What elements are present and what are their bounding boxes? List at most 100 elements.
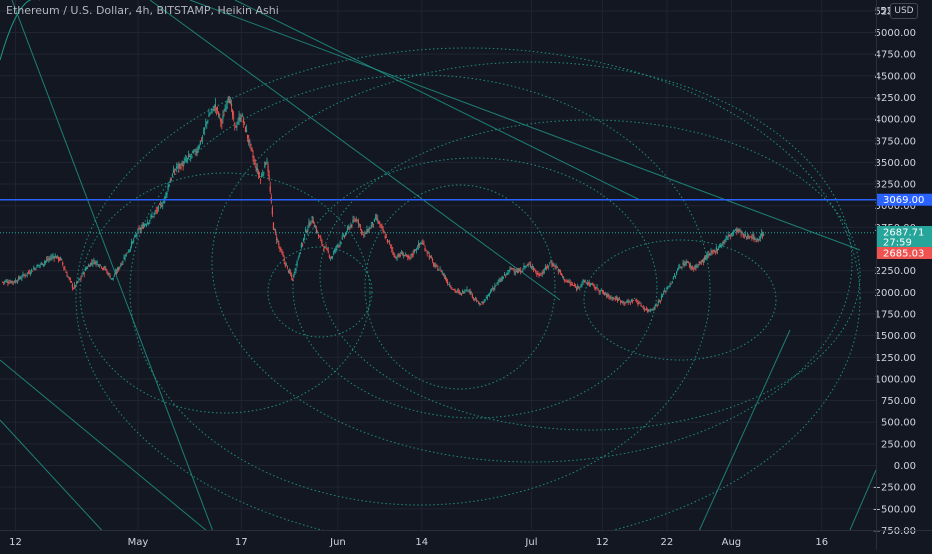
candle-body[interactable]: [235, 125, 237, 128]
candle-body[interactable]: [140, 227, 142, 230]
candle-body[interactable]: [533, 267, 535, 270]
candle-body[interactable]: [212, 106, 214, 108]
candle-body[interactable]: [451, 288, 453, 290]
candle-body[interactable]: [338, 245, 340, 247]
candle-body[interactable]: [218, 112, 220, 116]
candle-body[interactable]: [256, 168, 258, 171]
candle-body[interactable]: [126, 252, 128, 254]
candle-body[interactable]: [524, 266, 526, 267]
candle-body[interactable]: [337, 244, 339, 246]
candle-body[interactable]: [353, 219, 355, 221]
candle-body[interactable]: [660, 295, 663, 299]
candle-body[interactable]: [535, 270, 537, 272]
candle-body[interactable]: [549, 262, 551, 264]
candle-body[interactable]: [137, 229, 139, 233]
candle-body[interactable]: [509, 268, 511, 270]
candle-body[interactable]: [244, 126, 247, 132]
candle-body[interactable]: [164, 196, 166, 200]
candle-body[interactable]: [258, 176, 261, 178]
candle-body[interactable]: [46, 259, 48, 261]
candle-body[interactable]: [125, 253, 127, 257]
candle-body[interactable]: [759, 237, 762, 239]
candle-body[interactable]: [439, 268, 441, 270]
candle-body[interactable]: [11, 281, 13, 283]
candle-body[interactable]: [4, 281, 6, 283]
candle-body[interactable]: [562, 275, 564, 277]
candle-body[interactable]: [90, 262, 92, 266]
candle-body[interactable]: [1, 281, 4, 283]
candle-body[interactable]: [433, 263, 435, 266]
candle-body[interactable]: [94, 262, 96, 265]
candle-body[interactable]: [588, 284, 591, 286]
candle-body[interactable]: [453, 289, 455, 290]
candle-body[interactable]: [696, 265, 698, 267]
candle-body[interactable]: [216, 108, 219, 110]
candle-body[interactable]: [17, 281, 19, 283]
candle-body[interactable]: [400, 252, 402, 254]
candle-body[interactable]: [355, 219, 357, 222]
candle-body[interactable]: [705, 257, 707, 260]
candle-body[interactable]: [115, 272, 118, 274]
candle-body[interactable]: [563, 277, 565, 279]
candle-body[interactable]: [49, 258, 51, 259]
candle-body[interactable]: [206, 121, 208, 124]
candle-body[interactable]: [483, 301, 485, 303]
candle-body[interactable]: [204, 127, 206, 130]
candle-body[interactable]: [544, 266, 547, 270]
candle-body[interactable]: [151, 215, 153, 217]
candle-body[interactable]: [315, 228, 318, 232]
candle-body[interactable]: [629, 302, 631, 304]
candle-body[interactable]: [308, 222, 310, 226]
candle-body[interactable]: [252, 154, 254, 158]
candle-body[interactable]: [155, 210, 157, 212]
candle-body[interactable]: [650, 309, 652, 311]
candle-body[interactable]: [82, 271, 84, 275]
candle-body[interactable]: [619, 298, 621, 300]
candle-body[interactable]: [234, 122, 236, 125]
candle-body[interactable]: [10, 281, 12, 283]
candle-body[interactable]: [227, 96, 229, 100]
candle-body[interactable]: [73, 284, 76, 287]
candle-body[interactable]: [361, 229, 363, 233]
candle-body[interactable]: [675, 271, 678, 275]
candle-body[interactable]: [649, 309, 651, 311]
candle-body[interactable]: [445, 280, 448, 281]
candle-body[interactable]: [572, 285, 574, 286]
candle-body[interactable]: [437, 268, 439, 271]
candle-body[interactable]: [741, 232, 743, 234]
candle-body[interactable]: [640, 304, 642, 307]
candle-body[interactable]: [722, 241, 724, 244]
candle-body[interactable]: [594, 287, 596, 289]
candle-body[interactable]: [159, 203, 162, 205]
candle-body[interactable]: [482, 302, 484, 305]
candle-body[interactable]: [474, 298, 477, 300]
candle-body[interactable]: [185, 160, 187, 161]
candle-body[interactable]: [674, 275, 677, 277]
candle-body[interactable]: [580, 285, 582, 287]
candle-body[interactable]: [385, 237, 387, 238]
candle-body[interactable]: [673, 276, 676, 278]
candle-body[interactable]: [670, 283, 672, 285]
candle-body[interactable]: [301, 243, 304, 245]
candle-body[interactable]: [136, 234, 138, 236]
candle-body[interactable]: [336, 245, 338, 248]
candle-body[interactable]: [573, 285, 576, 287]
candle-body[interactable]: [58, 259, 61, 261]
candle-body[interactable]: [32, 270, 34, 272]
candle-body[interactable]: [396, 258, 398, 260]
candle-body[interactable]: [732, 232, 735, 233]
candle-body[interactable]: [450, 286, 452, 288]
candle-body[interactable]: [95, 261, 97, 264]
candle-body[interactable]: [194, 149, 196, 151]
candle-body[interactable]: [752, 234, 754, 237]
candle-body[interactable]: [581, 283, 583, 285]
candle-body[interactable]: [683, 263, 685, 266]
candle-body[interactable]: [495, 285, 497, 287]
candle-body[interactable]: [677, 269, 679, 271]
candle-body[interactable]: [492, 287, 494, 290]
candle-body[interactable]: [202, 132, 205, 134]
candle-body[interactable]: [290, 272, 292, 275]
candle-body[interactable]: [340, 242, 342, 244]
candle-body[interactable]: [292, 278, 294, 281]
candle-body[interactable]: [370, 225, 372, 228]
